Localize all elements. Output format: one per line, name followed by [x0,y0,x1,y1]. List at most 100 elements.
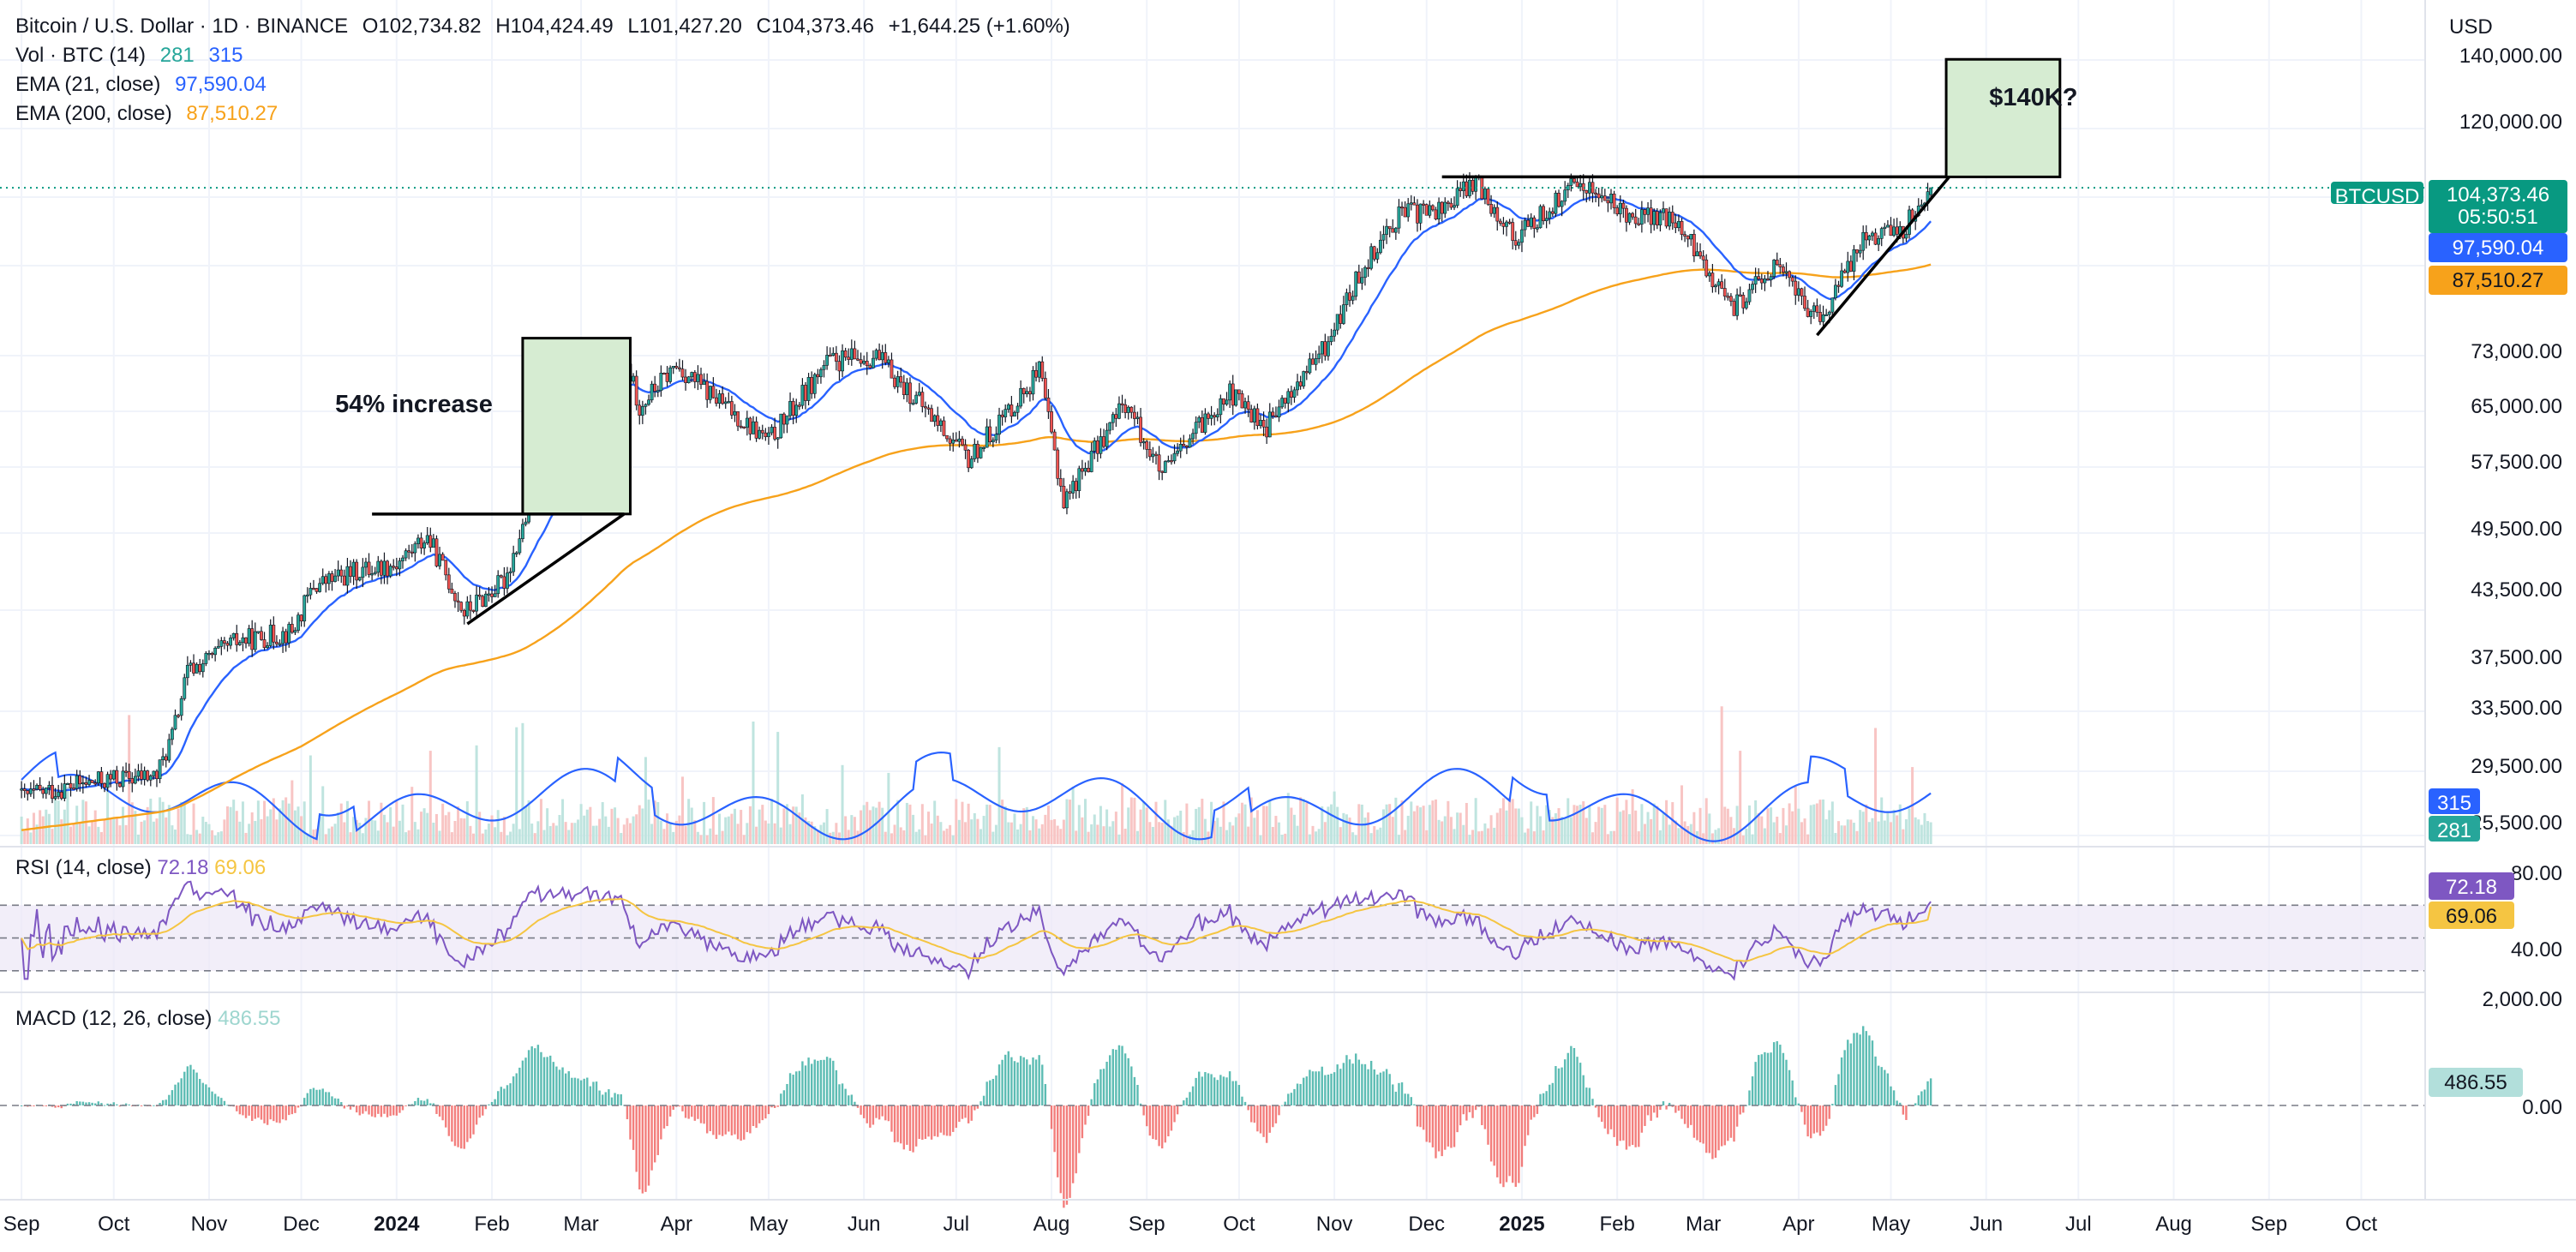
candle-body [1416,204,1419,224]
macd-histogram-bar [1444,1105,1447,1150]
volume-bar [1065,799,1069,844]
volume-bar [1176,815,1179,844]
volume-bar [1520,817,1524,844]
macd-histogram-bar [546,1057,548,1105]
volume-bar [1486,828,1489,844]
macd-histogram-bar [1059,1105,1062,1194]
volume-bar [957,819,961,844]
volume-legend[interactable]: Vol · BTC (14) 281 315 [15,41,251,70]
macd-histogram-bar [1019,1056,1022,1105]
candle-body [1495,207,1500,222]
ema200-line [21,263,1932,831]
ema200-legend[interactable]: EMA (200, close) 87,510.27 [15,99,286,129]
volume-bar [441,803,445,844]
macd-histogram-bar [1665,1105,1668,1110]
candle-body [72,788,76,790]
candle-body [884,352,888,363]
volume-bar [1274,816,1278,844]
candle-body [1609,194,1613,204]
candle-body [684,376,687,383]
macd-tick-label: 0.00 [2522,1096,2562,1119]
currency-label[interactable]: USD [2449,15,2493,39]
candle-body [880,352,884,361]
macd-histogram-bar [109,1104,112,1105]
macd-histogram-bar [509,1083,512,1105]
candle-body [1631,213,1635,218]
volume-bar [1053,819,1057,844]
volume-bar [718,813,722,844]
volume-bar [112,818,116,844]
volume-bar [35,824,39,844]
volume-bar [1040,824,1044,844]
candle-body [843,350,848,358]
volume-bar [186,834,189,844]
time-tick-label: Nov [1316,1213,1353,1236]
candle-body [1830,297,1835,313]
macd-histogram-bar [1920,1091,1923,1105]
macd-histogram-bar [1791,1080,1794,1105]
symbol-title[interactable]: Bitcoin / U.S. Dollar · 1D · BINANCE [15,15,349,38]
candle-body [1652,211,1656,225]
time-tick-label: Jun [1969,1213,2003,1236]
volume-bar [1714,830,1717,844]
macd-histogram-bar [1146,1105,1148,1127]
macd-histogram-bar [647,1105,650,1186]
volume-bar [1855,830,1859,844]
time-tick-label: Dec [1408,1213,1445,1236]
volume-bar [561,799,565,844]
candle-body [914,394,919,404]
macd-histogram-bar [1268,1105,1271,1133]
candle-body [1677,221,1680,229]
ema21-legend[interactable]: EMA (21, close) 97,590.04 [15,70,275,99]
volume-bar [140,821,143,844]
macd-histogram-bar [1849,1043,1853,1105]
candle-body [760,429,764,434]
volume-bar [967,803,970,844]
macd-histogram-bar [20,1105,23,1106]
macd-histogram-bar [1625,1105,1628,1150]
volume-bar [272,798,275,844]
macd-legend[interactable]: MACD (12, 26, close) 486.55 [15,1007,280,1031]
volume-bar [183,803,186,844]
volume-bar [509,831,512,844]
annotation-trendline-5 [1816,176,1950,337]
time-tick-label: Jun [848,1213,881,1236]
macd-histogram-bar [177,1082,180,1105]
macd-histogram-bar [1561,1067,1563,1105]
volume-bar [530,824,534,844]
volume-bar [1603,805,1607,844]
macd-histogram-bar [192,1069,195,1105]
candle-body [1065,491,1069,509]
macd-histogram-bar [767,1105,770,1115]
macd-histogram-bar [1892,1090,1896,1105]
volume-bar [1345,814,1348,844]
candle-body [1403,207,1407,218]
macd-histogram-bar [1803,1105,1806,1125]
volume-bar [343,822,346,844]
candle-body [471,609,476,612]
volume-bar [881,807,884,844]
macd-histogram-bar [881,1105,884,1117]
candle-body [1821,314,1825,322]
volume-bar [1859,810,1862,844]
volume-bar [1662,813,1665,844]
candle-body [1597,193,1601,199]
rsi-legend[interactable]: RSI (14, close) 72.18 69.06 [15,856,266,880]
candle-body [1720,281,1724,289]
macd-histogram-bar [955,1105,958,1129]
candle-body [90,780,94,783]
candle-body [231,632,236,638]
candle-body [1117,403,1121,419]
candle-body [834,352,838,362]
macd-histogram-bar [703,1105,705,1124]
candle-body [357,577,362,581]
macd-histogram-bar [937,1105,939,1137]
candle-body [1219,398,1223,416]
volume-bar [1776,817,1779,844]
volume-bar [991,831,995,844]
candle-body [446,574,451,590]
candle-body [287,624,291,644]
volume-bar [804,817,807,844]
macd-histogram-bar [869,1105,872,1128]
